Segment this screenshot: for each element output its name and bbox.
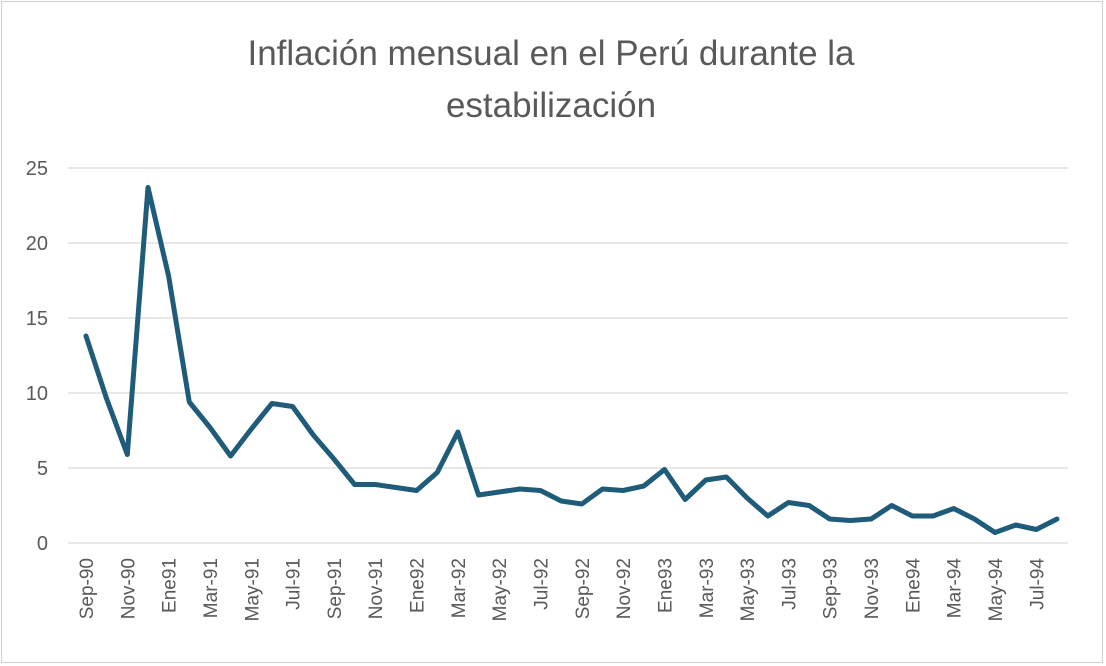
x-tick-label: May-92	[490, 558, 511, 621]
x-tick-label: Jul-93	[779, 558, 800, 610]
x-tick-label: May-94	[986, 558, 1007, 622]
gridlines	[68, 167, 1068, 544]
x-tick-label: Jul-94	[1027, 558, 1048, 610]
y-axis-ticks: 0 5 10 15 20 25	[26, 158, 48, 555]
x-tick-label: Nov-91	[366, 558, 387, 619]
y-tick-label: 25	[26, 158, 48, 180]
x-tick-label: Ene93	[655, 558, 676, 613]
x-tick-label: Ene94	[903, 558, 924, 613]
chart-title: Inflación mensual en el Perú durante la …	[0, 28, 1102, 132]
x-tick-label: Mar-92	[449, 558, 470, 618]
x-tick-label: Sep-91	[325, 558, 346, 619]
x-tick-label: May-93	[738, 558, 759, 621]
x-tick-label: May-91	[242, 558, 263, 621]
chart-title-line-2: estabilización	[445, 86, 657, 125]
series-layer	[83, 185, 1060, 535]
x-axis-ticks: Sep-90 Nov-90 Ene91 Mar-91 May-91 Jul-91 Sep-9…	[77, 558, 1048, 622]
x-tick-label: Mar-91	[201, 558, 222, 618]
x-tick-label: Mar-93	[697, 558, 718, 618]
chart-title-line-1: Inflación mensual en el Perú durante la	[247, 34, 855, 73]
x-tick-label: Jul-91	[284, 558, 305, 610]
y-tick-label: 10	[26, 383, 48, 405]
y-tick-label: 0	[37, 533, 48, 555]
x-tick-label: Nov-93	[862, 558, 883, 619]
x-tick-label: Nov-90	[118, 558, 139, 619]
x-tick-label: Ene92	[408, 558, 429, 613]
x-tick-label: Mar-94	[945, 558, 966, 619]
x-tick-label: Ene91	[160, 558, 181, 613]
x-tick-label: Nov-92	[614, 558, 635, 619]
y-tick-label: 20	[26, 233, 48, 255]
x-tick-label: Sep-92	[573, 558, 594, 619]
x-tick-label: Sep-93	[821, 558, 842, 619]
y-tick-label: 15	[26, 308, 48, 330]
series-line-0	[83, 185, 1060, 535]
x-tick-label: Jul-92	[532, 558, 553, 610]
x-tick-label: Sep-90	[77, 558, 98, 619]
y-tick-label: 5	[37, 458, 48, 480]
